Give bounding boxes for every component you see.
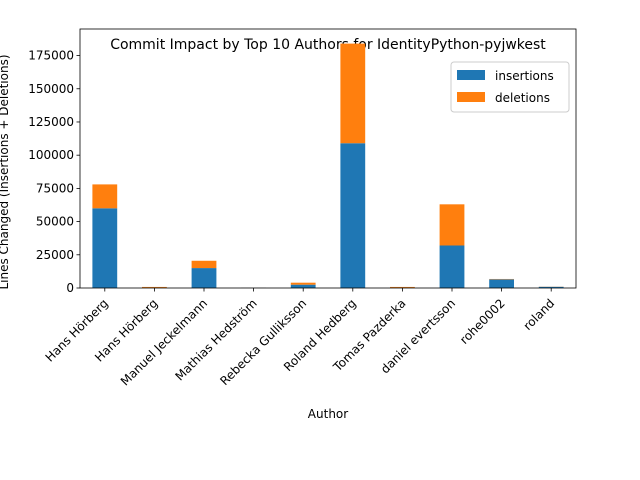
bar-insertions-4 <box>290 284 316 288</box>
bar-deletions-2 <box>191 260 217 269</box>
legend-label-deletions: deletions <box>495 91 550 105</box>
y-tick-label: 0 <box>66 281 74 295</box>
chart-title: Commit Impact by Top 10 Authors for Iden… <box>110 37 546 53</box>
legend-label-insertions: insertions <box>495 69 554 83</box>
bar-insertions-8 <box>489 279 514 288</box>
bars-group <box>92 43 564 288</box>
x-tick-label: rohe0002 <box>457 296 508 347</box>
bar-deletions-5 <box>340 43 366 144</box>
bar-insertions-0 <box>92 208 118 288</box>
bar-insertions-2 <box>191 268 217 288</box>
y-tick-label: 25000 <box>36 248 74 262</box>
plot-frame <box>79 28 577 289</box>
y-tick-label: 175000 <box>28 49 74 63</box>
legend: insertions deletions <box>450 61 570 113</box>
x-tick-label: roland <box>521 296 558 333</box>
legend-swatch-insertions <box>457 70 485 80</box>
legend-swatch-deletions <box>457 92 485 102</box>
y-axis: 0 25000 50000 75000 100000 125000 150000 175000 <box>28 49 80 295</box>
bar-insertions-7 <box>439 245 465 288</box>
bar-deletions-6 <box>390 286 415 288</box>
y-tick-label: 50000 <box>36 215 74 229</box>
y-tick-label: 75000 <box>36 181 74 195</box>
bar-insertions-9 <box>538 286 564 288</box>
x-tick-label: Mathias Hedström <box>172 296 259 383</box>
x-axis-label: Author <box>308 407 348 421</box>
y-axis-label: Lines Changed (Insertions + Deletions) <box>0 54 11 289</box>
x-tick-label: Rebecka Gulliksson <box>217 296 309 388</box>
x-tick-label: Manuel Jeckelmann <box>118 296 210 388</box>
bar-deletions-1 <box>142 286 167 288</box>
bar-deletions-7 <box>439 204 465 246</box>
bar-deletions-0 <box>92 184 118 209</box>
y-tick-label: 125000 <box>28 115 74 129</box>
bar-insertions-5 <box>340 143 366 288</box>
bar-deletions-4 <box>290 282 316 285</box>
y-tick-label: 100000 <box>28 148 74 162</box>
y-tick-label: 150000 <box>28 82 74 96</box>
